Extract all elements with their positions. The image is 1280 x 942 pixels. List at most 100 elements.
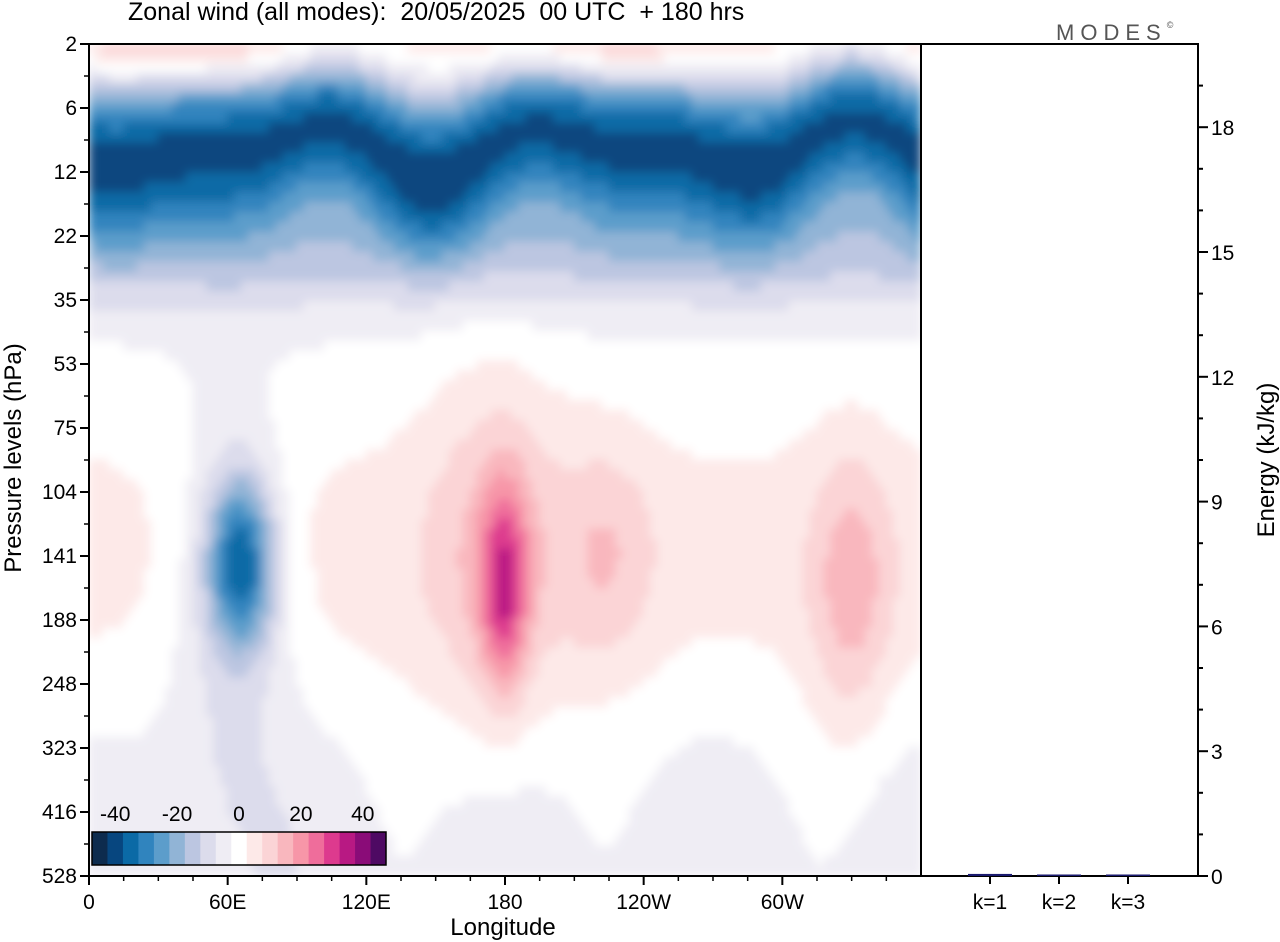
heatmap-cell xyxy=(906,83,915,95)
heatmap-cell xyxy=(379,191,388,204)
heatmap-cell xyxy=(705,370,714,382)
heatmap-cell xyxy=(837,350,846,362)
heatmap-cell xyxy=(532,409,541,421)
heatmap-cell xyxy=(518,53,527,65)
heatmap-cell xyxy=(677,162,686,174)
heatmap-cell xyxy=(767,251,776,263)
heatmap-cell xyxy=(247,281,256,293)
heatmap-cell xyxy=(95,53,104,65)
heatmap-cell xyxy=(372,241,381,253)
heatmap-cell xyxy=(844,132,853,144)
heatmap-cell xyxy=(546,191,555,204)
heatmap-cell xyxy=(677,350,686,362)
heatmap-cell xyxy=(213,271,222,283)
heatmap-cell xyxy=(227,419,236,431)
heatmap-cell xyxy=(442,73,451,85)
heatmap-cell xyxy=(442,44,451,55)
heatmap-cell xyxy=(823,320,832,332)
heatmap-cell xyxy=(185,300,194,313)
heatmap-cell xyxy=(573,142,582,154)
heatmap-cell xyxy=(546,83,555,95)
heatmap-cell xyxy=(677,112,686,124)
heatmap-cell xyxy=(913,429,921,441)
heatmap-cell xyxy=(89,112,97,124)
heatmap-cell xyxy=(462,221,471,233)
heatmap-cell xyxy=(220,271,229,283)
heatmap-cell xyxy=(150,281,159,293)
heatmap-cell xyxy=(774,63,783,75)
heatmap-cell xyxy=(726,370,735,382)
heatmap-cell xyxy=(864,340,874,352)
heatmap-cell xyxy=(123,271,132,283)
heatmap-cell xyxy=(636,231,645,243)
heatmap-cell xyxy=(143,330,152,342)
heatmap-cell xyxy=(421,330,430,342)
heatmap-cell xyxy=(206,201,215,213)
heatmap-cell xyxy=(435,182,444,194)
heatmap-cell xyxy=(220,152,229,164)
heatmap-cell xyxy=(338,191,347,204)
heatmap-cell xyxy=(89,63,97,75)
heatmap-cell xyxy=(566,211,575,223)
heatmap-cell xyxy=(428,201,437,213)
heatmap-cell xyxy=(289,251,298,263)
heatmap-cell xyxy=(774,241,783,253)
heatmap-cell xyxy=(844,439,853,451)
heatmap-cell xyxy=(351,63,360,75)
heatmap-cell xyxy=(157,380,166,392)
heatmap-cell xyxy=(393,112,402,124)
heatmap-cell xyxy=(421,261,430,273)
heatmap-cell xyxy=(552,211,562,223)
heatmap-cell xyxy=(351,231,360,243)
heatmap-cell xyxy=(608,201,617,213)
heatmap-cell xyxy=(344,360,354,372)
heatmap-cell xyxy=(344,241,354,253)
heatmap-cell xyxy=(650,221,659,233)
heatmap-cell xyxy=(407,102,416,114)
heatmap-cell xyxy=(157,320,166,332)
heatmap-cell xyxy=(559,370,568,382)
heatmap-cell xyxy=(615,44,624,55)
heatmap-cell xyxy=(760,399,770,412)
heatmap-cell xyxy=(878,73,887,85)
heatmap-cell xyxy=(227,310,236,322)
heatmap-cell xyxy=(594,102,603,114)
heatmap-cell xyxy=(851,370,860,382)
heatmap-cell xyxy=(559,63,568,75)
heatmap-cell xyxy=(830,350,839,362)
heatmap-cell xyxy=(844,409,853,421)
heatmap-cell xyxy=(393,211,402,223)
heatmap-cell xyxy=(677,63,686,75)
heatmap-cell xyxy=(414,182,423,194)
heatmap-cell xyxy=(760,419,770,431)
heatmap-cell xyxy=(254,429,263,441)
heatmap-cell xyxy=(871,360,880,372)
heatmap-field xyxy=(89,44,921,876)
heatmap-cell xyxy=(275,390,284,402)
heatmap-cell xyxy=(310,340,319,352)
heatmap-cell xyxy=(95,330,104,342)
heatmap-cell xyxy=(123,191,132,204)
heatmap-cell xyxy=(213,53,222,65)
heatmap-cell xyxy=(622,231,631,243)
heatmap-cell xyxy=(580,330,589,342)
heatmap-cell xyxy=(497,182,506,194)
heatmap-cell xyxy=(684,132,693,144)
heatmap-cell xyxy=(851,73,860,85)
heatmap-cell xyxy=(691,172,700,184)
heatmap-cell xyxy=(455,399,464,412)
heatmap-cell xyxy=(525,191,534,204)
heatmap-cell xyxy=(89,152,97,164)
heatmap-cell xyxy=(157,429,166,441)
heatmap-cell xyxy=(435,390,444,402)
heatmap-cell xyxy=(407,291,416,303)
heatmap-cell xyxy=(178,419,187,431)
heatmap-cell xyxy=(421,92,430,105)
heatmap-cell xyxy=(511,429,520,441)
heatmap-cell xyxy=(365,300,374,313)
heatmap-cell xyxy=(837,251,846,263)
heatmap-cell xyxy=(164,83,173,95)
heatmap-cell xyxy=(428,63,437,75)
heatmap-cell xyxy=(518,261,527,273)
heatmap-cell xyxy=(455,53,464,65)
